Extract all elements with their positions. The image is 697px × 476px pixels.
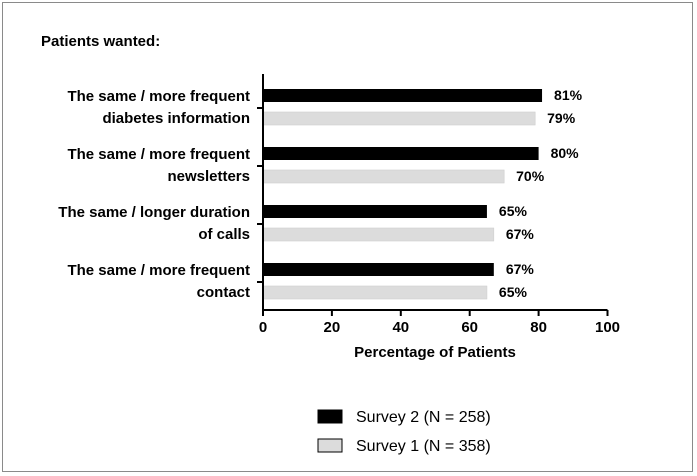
bar: [262, 285, 488, 300]
bar: [262, 111, 536, 126]
chart-frame: [2, 2, 693, 472]
bar-value-label: 67%: [506, 226, 535, 242]
category-label: The same / more frequent: [67, 88, 250, 105]
bar-value-label: 80%: [551, 145, 580, 161]
bar-value-label: 81%: [554, 87, 583, 103]
bar: [263, 205, 487, 218]
legend-label: Survey 1 (N = 358): [356, 438, 491, 455]
chart-title: Patients wanted:: [41, 33, 160, 50]
x-axis-title: Percentage of Patients: [354, 344, 516, 361]
bars: [262, 89, 543, 300]
legend: Survey 2 (N = 258) Survey 1 (N = 358): [317, 409, 491, 455]
bar-value-label: 65%: [499, 284, 528, 300]
legend-label: Survey 2 (N = 258): [356, 409, 491, 426]
x-tick-label: 20: [324, 319, 341, 336]
category-label: diabetes information: [102, 110, 250, 127]
category-label: The same / more frequent: [67, 262, 250, 279]
category-label: The same / more frequent: [67, 146, 250, 163]
bar: [263, 89, 543, 102]
bar-value-label: 79%: [547, 110, 576, 126]
x-tick-label: 0: [259, 319, 267, 336]
bar: [263, 147, 539, 160]
axes: 0 20 40 60 80 100: [257, 74, 620, 336]
x-tick-label: 100: [595, 319, 620, 336]
bar-value-label: 65%: [499, 203, 528, 219]
legend-swatch: [317, 409, 343, 424]
category-label: The same / longer duration: [58, 204, 250, 221]
legend-swatch: [317, 438, 343, 453]
category-label: contact: [197, 284, 250, 301]
category-label: newsletters: [167, 168, 250, 185]
x-tick-label: 60: [461, 319, 478, 336]
bar-value-label: 67%: [506, 261, 535, 277]
bar: [262, 227, 495, 242]
category-label: of calls: [198, 226, 250, 243]
bar: [262, 169, 505, 184]
x-tick-label: 40: [392, 319, 409, 336]
bar: [263, 263, 494, 276]
data-labels: 81% 79% 80% 70% 65% 67% 67% 65%: [499, 87, 583, 300]
x-tick-label: 80: [530, 319, 547, 336]
bar-value-label: 70%: [516, 168, 545, 184]
category-labels: The same / more frequent diabetes informa…: [58, 88, 250, 301]
